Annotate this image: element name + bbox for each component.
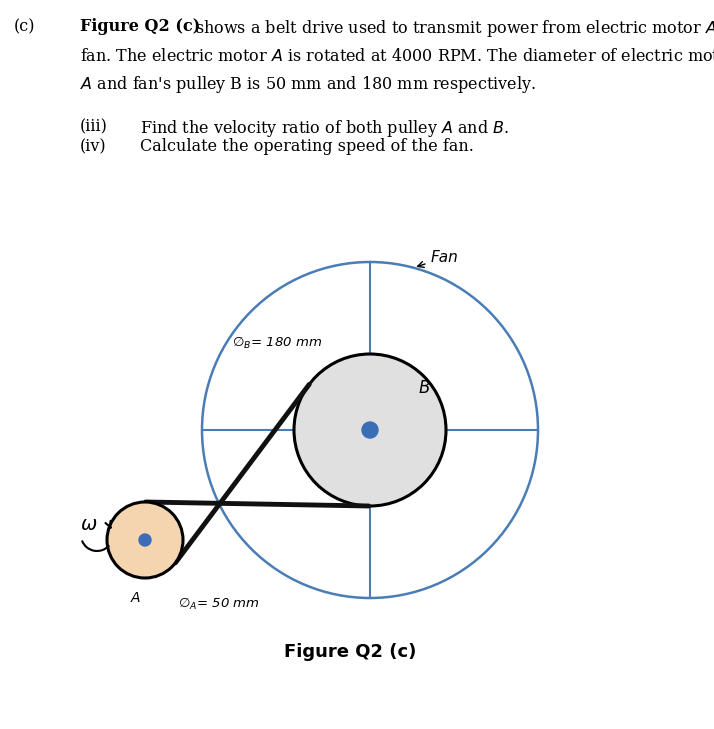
- Circle shape: [107, 502, 183, 578]
- Text: ω: ω: [81, 515, 97, 534]
- Text: (iv): (iv): [80, 138, 106, 155]
- Text: Figure Q2 (c): Figure Q2 (c): [80, 18, 200, 35]
- Text: (iii): (iii): [80, 118, 108, 135]
- Circle shape: [362, 422, 378, 438]
- Text: B: B: [419, 379, 431, 397]
- Text: Find the velocity ratio of both pulley $\mathit{A}$ and $\mathit{B}$.: Find the velocity ratio of both pulley $…: [140, 118, 509, 139]
- Text: A: A: [130, 591, 140, 605]
- Text: (c): (c): [14, 18, 36, 35]
- Text: $\mathit{A}$ and fan's pulley B is 50 mm and 180 mm respectively.: $\mathit{A}$ and fan's pulley B is 50 mm…: [80, 74, 536, 95]
- Text: fan. The electric motor $\mathit{A}$ is rotated at 4000 RPM. The diameter of ele: fan. The electric motor $\mathit{A}$ is …: [80, 46, 714, 67]
- Text: Calculate the operating speed of the fan.: Calculate the operating speed of the fan…: [140, 138, 474, 155]
- Text: shows a belt drive used to transmit power from electric motor $\mathit{A}$ to a: shows a belt drive used to transmit powe…: [190, 18, 714, 39]
- Text: Figure Q2 (c): Figure Q2 (c): [283, 643, 416, 661]
- Circle shape: [139, 534, 151, 546]
- Text: $\varnothing_A$= 50 mm: $\varnothing_A$= 50 mm: [178, 596, 260, 612]
- Text: $\varnothing_B$= 180 mm: $\varnothing_B$= 180 mm: [232, 335, 322, 351]
- Circle shape: [294, 354, 446, 506]
- Text: Fan: Fan: [418, 250, 458, 268]
